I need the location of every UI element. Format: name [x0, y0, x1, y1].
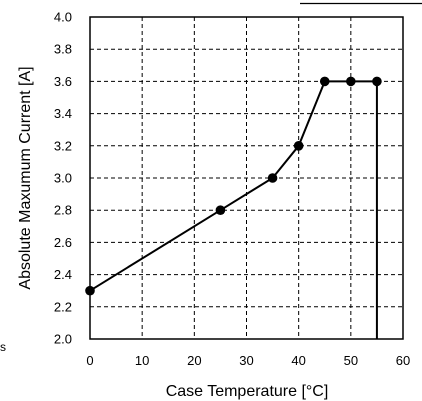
x-tick-label-40: 40: [291, 353, 305, 368]
y-tick-label-2.8: 2.8: [54, 203, 72, 218]
y-tick-label-2.4: 2.4: [54, 267, 72, 282]
x-tick-label-60: 60: [396, 353, 410, 368]
data-point-55: [372, 76, 382, 87]
data-point-0: [85, 285, 95, 296]
x-tick-label-0: 0: [86, 353, 93, 368]
data-point-50: [346, 76, 356, 87]
y-tick-label-3.2: 3.2: [54, 138, 72, 153]
plot-border: [89, 16, 404, 340]
grid: [90, 17, 403, 339]
y-tick-label-3.0: 3.0: [54, 171, 72, 186]
data-point-40: [293, 141, 304, 151]
x-axis-ticks: 0 10 20 30 40 50 60: [86, 353, 410, 368]
y-tick-label-2.2: 2.2: [54, 299, 72, 314]
y-tick-label-4.0: 4.0: [54, 10, 72, 25]
data-point-45: [319, 76, 330, 87]
x-tick-label-20: 20: [187, 353, 201, 368]
y-tick-label-3.8: 3.8: [54, 42, 72, 57]
x-tick-label-30: 30: [239, 353, 253, 368]
series: [85, 76, 382, 339]
stray-text: s: [0, 340, 6, 354]
plot-frame: [89, 2, 422, 340]
y-tick-label-3.4: 3.4: [54, 106, 72, 121]
x-tick-label-50: 50: [344, 353, 358, 368]
y-axis-title: Absolute Maxumum Current [A]: [17, 66, 34, 289]
x-tick-label-10: 10: [135, 353, 149, 368]
x-axis-title: Case Temperature [°C]: [166, 383, 329, 400]
y-tick-label-2.6: 2.6: [54, 235, 72, 250]
y-tick-label-2.0: 2.0: [54, 332, 72, 347]
y-axis-ticks: 2.0 2.2 2.4 2.6 2.8 3.0 3.2 3.4 3.6 3.8 4.0: [54, 10, 72, 347]
y-tick-label-3.6: 3.6: [54, 74, 72, 89]
data-point-35: [267, 173, 278, 183]
data-point-25: [215, 205, 226, 215]
